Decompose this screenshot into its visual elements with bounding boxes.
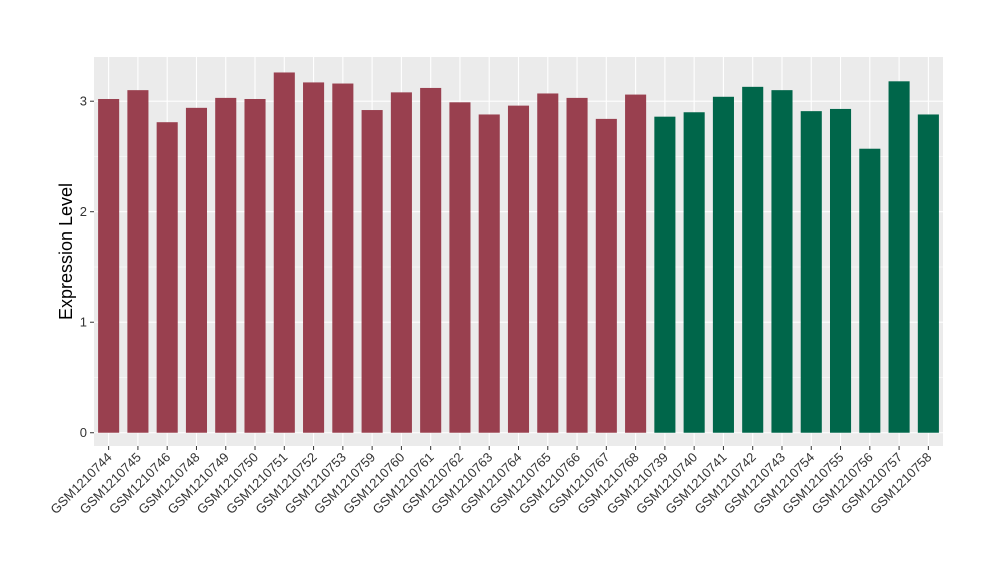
bar-GSM1210755 xyxy=(829,108,852,433)
bar-GSM1210761 xyxy=(420,87,442,433)
y-tick-label: 2 xyxy=(80,204,87,219)
bar-GSM1210751 xyxy=(273,72,295,433)
bar-GSM1210757 xyxy=(888,81,910,433)
bar-GSM1210739 xyxy=(654,116,676,433)
bar-GSM1210763 xyxy=(478,114,500,433)
bars xyxy=(98,72,939,433)
bar-GSM1210768 xyxy=(625,94,647,433)
y-tick-label: 0 xyxy=(80,425,87,440)
bar-GSM1210752 xyxy=(303,82,325,433)
bar-GSM1210749 xyxy=(215,97,237,433)
bar-GSM1210753 xyxy=(332,83,354,433)
bar-GSM1210767 xyxy=(595,118,617,433)
bar-GSM1210765 xyxy=(537,93,559,433)
x-axis: GSM1210744GSM1210745GSM1210746GSM1210748… xyxy=(47,446,934,517)
y-axis: 0 1 2 3 xyxy=(80,94,94,440)
y-tick-label: 3 xyxy=(80,94,87,109)
bar-GSM1210748 xyxy=(185,107,208,433)
bar-GSM1210762 xyxy=(449,102,471,433)
bar-GSM1210754 xyxy=(800,111,822,433)
y-axis-title: Expression Level xyxy=(56,183,76,320)
bar-GSM1210742 xyxy=(742,86,764,433)
bar-GSM1210750 xyxy=(244,98,266,433)
bar-GSM1210744 xyxy=(98,98,120,433)
bar-GSM1210759 xyxy=(361,110,383,433)
bar-GSM1210758 xyxy=(917,114,939,433)
bar-GSM1210764 xyxy=(507,105,530,433)
bar-GSM1210766 xyxy=(566,97,588,433)
bar-GSM1210746 xyxy=(156,122,178,433)
bar-GSM1210741 xyxy=(712,96,734,433)
bar-GSM1210756 xyxy=(859,148,881,433)
bar-GSM1210740 xyxy=(683,112,705,433)
bar-GSM1210745 xyxy=(127,90,149,433)
y-tick-label: 1 xyxy=(80,315,87,330)
bar-GSM1210760 xyxy=(390,92,412,433)
bar-GSM1210743 xyxy=(771,90,793,433)
